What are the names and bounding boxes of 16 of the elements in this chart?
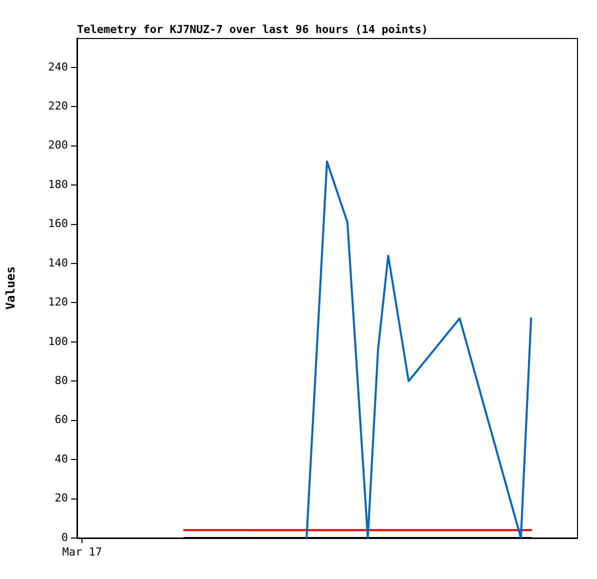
y-tick-label: 100 (48, 334, 68, 348)
y-tick-label: 40 (54, 452, 68, 466)
y-tick-label: 140 (48, 256, 68, 270)
y-axis-title: Values (3, 266, 18, 310)
y-tick-label: 0 (61, 530, 68, 544)
y-tick-label: 180 (48, 178, 68, 191)
y-tick-label: 220 (48, 99, 68, 112)
chart-title: Telemetry for KJ7NUZ-7 over last 96 hours (14 points) (77, 23, 428, 36)
y-tick-label: 80 (54, 374, 68, 387)
y-tick-label: 60 (54, 413, 68, 426)
x-tick-label: Mar 17 (62, 545, 102, 558)
y-tick-label: 200 (48, 138, 68, 152)
y-tick-label: 160 (48, 217, 68, 230)
y-tick-label: 120 (48, 296, 68, 309)
y-tick-label: 20 (54, 492, 68, 505)
y-tick-label: 240 (48, 60, 68, 74)
